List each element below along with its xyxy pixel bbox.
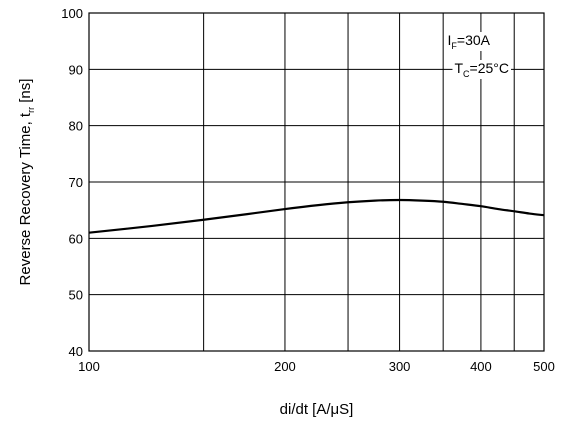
y-tick-label: 90 [69, 62, 83, 77]
x-tick-label: 100 [78, 359, 100, 374]
x-tick-labels: 100 200 300 400 500 [78, 359, 555, 374]
recovery-time-curve [88, 198, 545, 234]
annotation-background [452, 60, 511, 79]
y-tick-label: 50 [69, 288, 83, 303]
y-tick-label: 100 [61, 6, 83, 21]
condition-annotations: IF=30A TC=25°C [445, 32, 511, 79]
x-tick-label: 200 [274, 359, 296, 374]
y-axis-title: Reverse Recovery Time, trr [ns] [17, 79, 36, 286]
x-tick-label: 400 [470, 359, 492, 374]
x-tick-label: 500 [533, 359, 555, 374]
annotation-case-temperature: TC=25°C [454, 60, 509, 79]
curve-layer [88, 198, 545, 234]
y-axis-title-main: Reverse Recovery Time, t [17, 112, 34, 285]
x-tick-label: 300 [389, 359, 411, 374]
annotation-forward-current: IF=30A [448, 32, 491, 51]
y-tick-label: 80 [69, 119, 83, 134]
x-axis-title: di/dt [A/μS] [280, 401, 354, 418]
y-tick-label: 40 [69, 344, 83, 359]
y-axis-title-unit: [ns] [17, 79, 34, 107]
y-axis-title-subscript: rr [26, 107, 36, 113]
y-tick-label: 60 [69, 231, 83, 246]
y-tick-labels: 40 50 60 70 80 90 100 [61, 6, 83, 359]
plot-frame [88, 12, 545, 352]
y-tick-label: 70 [69, 175, 83, 190]
grid-lines [89, 13, 544, 351]
annotation-background [445, 32, 493, 51]
